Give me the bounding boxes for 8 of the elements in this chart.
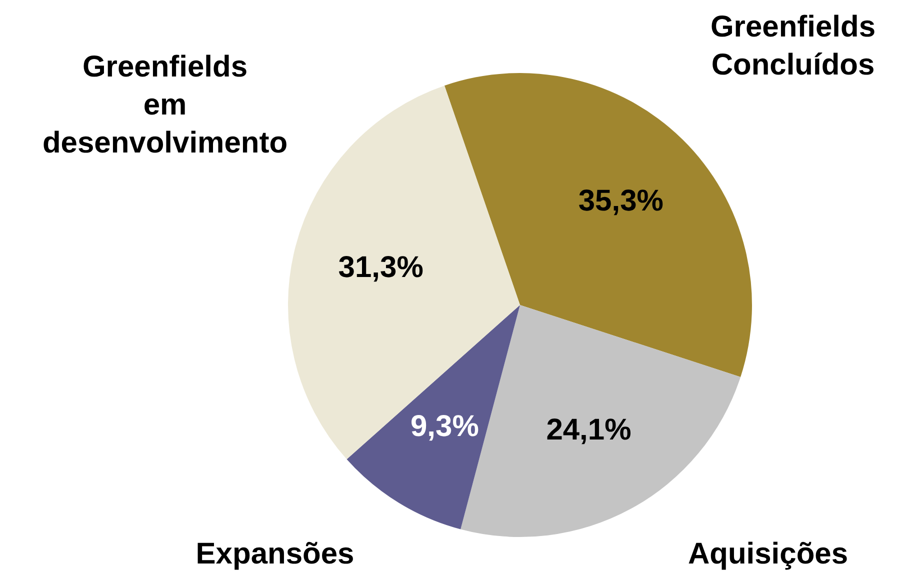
data-label: 35,3% [578, 184, 664, 218]
slice-label: Expansões [196, 537, 354, 570]
slice-label: Aquisições [688, 537, 848, 570]
data-label: 31,3% [338, 250, 424, 284]
slice-label: Greenfields em desenvolvimento [42, 50, 288, 160]
data-label: 24,1% [546, 414, 632, 447]
slice-label: Greenfields Concluídos [710, 10, 876, 82]
data-label: 9,3% [410, 410, 479, 443]
